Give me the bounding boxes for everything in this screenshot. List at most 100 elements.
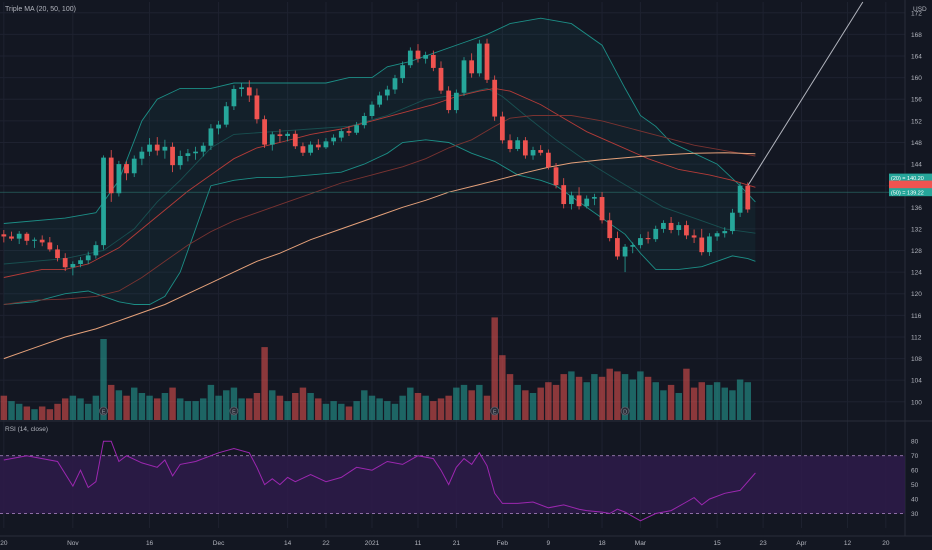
volume-bar	[38, 406, 46, 420]
volume-bar	[690, 387, 698, 420]
volume-bar	[706, 384, 713, 420]
candle-body	[62, 258, 68, 268]
candle-body	[469, 60, 475, 74]
candle-body	[737, 185, 743, 213]
candle-body	[653, 228, 659, 240]
candle-body	[47, 242, 53, 250]
candles	[1, 38, 751, 276]
grid	[0, 0, 932, 537]
candle-body	[545, 152, 551, 168]
volume-bar	[299, 387, 307, 420]
volume-bar	[84, 403, 92, 420]
time-axis: 20 Nov 16 Dec 14 22 2021 11 21 Feb 9 18 Mar 15 23 Apr 12…	[0, 540, 890, 547]
candle-body	[561, 185, 567, 205]
volume-bar	[361, 390, 368, 420]
candle-body	[124, 164, 129, 174]
rsi-tick-label: 70	[911, 453, 919, 460]
volume-bar	[169, 387, 176, 420]
volume-bar	[476, 384, 483, 420]
volume-bar	[675, 393, 682, 420]
time-tick-label: 15	[713, 540, 721, 547]
volume-bar	[499, 355, 506, 420]
candle-body	[645, 238, 651, 240]
bollinger-lower	[3, 139, 756, 305]
volume-bar	[713, 382, 721, 420]
volume-bar	[522, 390, 529, 420]
volume-bar	[652, 382, 659, 420]
volume-bar	[92, 395, 100, 420]
time-tick-label: 20	[882, 540, 890, 547]
candle-body	[323, 141, 329, 148]
rsi-pane: 30 40 50 60 70 80	[0, 439, 919, 522]
volume-bar	[591, 374, 598, 420]
time-tick-label: 9	[547, 540, 551, 547]
price-tick-label: 104	[911, 378, 922, 385]
price-tick-label: 108	[911, 356, 922, 363]
candle-body	[16, 233, 22, 239]
candle-body	[269, 134, 275, 145]
candle-body	[9, 236, 14, 239]
candle-body	[116, 164, 122, 194]
price-label-tag	[889, 180, 932, 189]
candle-body	[147, 144, 152, 152]
volume-bar	[161, 393, 169, 420]
rsi-band-fill	[0, 455, 905, 514]
candle-body	[407, 50, 413, 66]
candle-body	[392, 78, 398, 90]
volume-bar	[69, 395, 77, 420]
price-tick-label: 112	[911, 334, 922, 341]
rsi-tick-label: 40	[911, 497, 919, 504]
candle-body	[622, 246, 628, 257]
candle-body	[39, 239, 45, 243]
volume-bar	[575, 376, 583, 420]
time-tick-label: 14	[284, 540, 292, 547]
candle-body	[745, 185, 751, 210]
volume-bar	[61, 398, 69, 420]
candle-body	[638, 238, 643, 246]
candle-body	[277, 134, 283, 136]
price-tick-label: 156	[911, 97, 922, 104]
candle-body	[599, 197, 605, 221]
volume-bar	[23, 406, 31, 420]
volume-bar	[107, 384, 115, 420]
candle-body	[231, 88, 237, 107]
time-tick-label: 21	[453, 540, 461, 547]
candle-body	[162, 146, 168, 151]
volume-bar	[514, 384, 521, 420]
candle-body	[170, 146, 175, 166]
volume-bar	[253, 393, 261, 420]
rsi-tick-label: 60	[911, 468, 919, 475]
candle-body	[377, 95, 383, 105]
volume-bar	[146, 395, 153, 420]
rsi-tick-label: 50	[911, 482, 919, 489]
volume-bar	[453, 387, 460, 420]
time-tick-label: 22	[322, 540, 330, 547]
candle-body	[139, 151, 145, 159]
volume-bar	[468, 390, 475, 420]
volume-bar	[399, 395, 406, 420]
candle-body	[584, 198, 590, 207]
candle-body	[484, 43, 490, 80]
candle-body	[300, 146, 306, 153]
candle-body	[254, 95, 260, 120]
volume-bar	[269, 390, 276, 420]
candle-body	[85, 255, 91, 261]
ma50-line	[3, 115, 756, 305]
candle-body	[285, 133, 290, 136]
rsi-line	[3, 440, 756, 522]
candle-body	[538, 150, 544, 153]
candle-body	[154, 144, 160, 151]
volume-bar	[223, 390, 230, 420]
time-tick-label: Feb	[497, 540, 509, 547]
volume-bar	[437, 398, 445, 420]
volume-bar	[215, 395, 222, 420]
time-tick-label: 2021	[365, 540, 380, 547]
candle-body	[507, 140, 513, 149]
candle-body	[607, 220, 613, 239]
bollinger-fill	[3, 18, 756, 305]
volume-bar	[123, 395, 130, 420]
price-label-text: (20) = 140.20	[891, 176, 924, 182]
volume-bar	[345, 406, 353, 420]
candle-body	[707, 236, 712, 253]
